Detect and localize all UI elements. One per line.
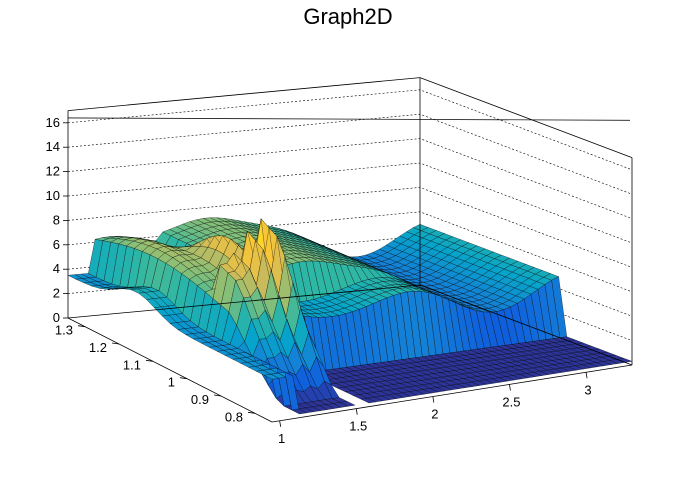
grid-line-z-7 xyxy=(68,114,632,194)
x-tick-label-4: 3 xyxy=(584,382,591,397)
surface xyxy=(68,218,632,414)
y-tick-label-1: 0.9 xyxy=(191,392,209,407)
frame-top-back xyxy=(68,78,420,111)
y-tick-label-5: 1.3 xyxy=(55,323,73,338)
frame-diagonal xyxy=(68,118,630,120)
x-tick-label-3: 2.5 xyxy=(502,394,520,409)
frame-top-diag xyxy=(68,111,632,158)
z-tick-label-7: 14 xyxy=(46,139,60,154)
grid-line-z-5 xyxy=(68,163,632,243)
z-tick-label-6: 12 xyxy=(46,164,60,179)
frame-top-right xyxy=(420,78,632,158)
x-tick-mark-3 xyxy=(509,384,510,390)
x-tick-mark-0 xyxy=(280,421,281,427)
y-tick-label-3: 1.1 xyxy=(123,357,141,372)
z-tick-label-4: 8 xyxy=(53,212,60,227)
y-tick-label-0: 0.8 xyxy=(225,409,243,424)
z-tick-label-3: 6 xyxy=(53,237,60,252)
y-tick-label-4: 1.2 xyxy=(89,340,107,355)
z-tick-label-8: 16 xyxy=(46,115,60,130)
chart-title: Graph2D xyxy=(303,4,392,29)
x-tick-label-2: 2 xyxy=(431,407,438,422)
x-tick-mark-1 xyxy=(356,409,357,415)
x-tick-mark-4 xyxy=(586,372,587,378)
z-tick-label-2: 4 xyxy=(53,261,60,276)
grid-line-z-8 xyxy=(68,90,632,170)
z-tick-label-5: 10 xyxy=(46,188,60,203)
x-tick-label-1: 1.5 xyxy=(349,419,367,434)
x-tick-label-0: 1 xyxy=(278,431,285,446)
z-tick-label-1: 2 xyxy=(53,286,60,301)
y-tick-label-2: 1 xyxy=(168,375,175,390)
x-tick-mark-2 xyxy=(433,397,434,403)
